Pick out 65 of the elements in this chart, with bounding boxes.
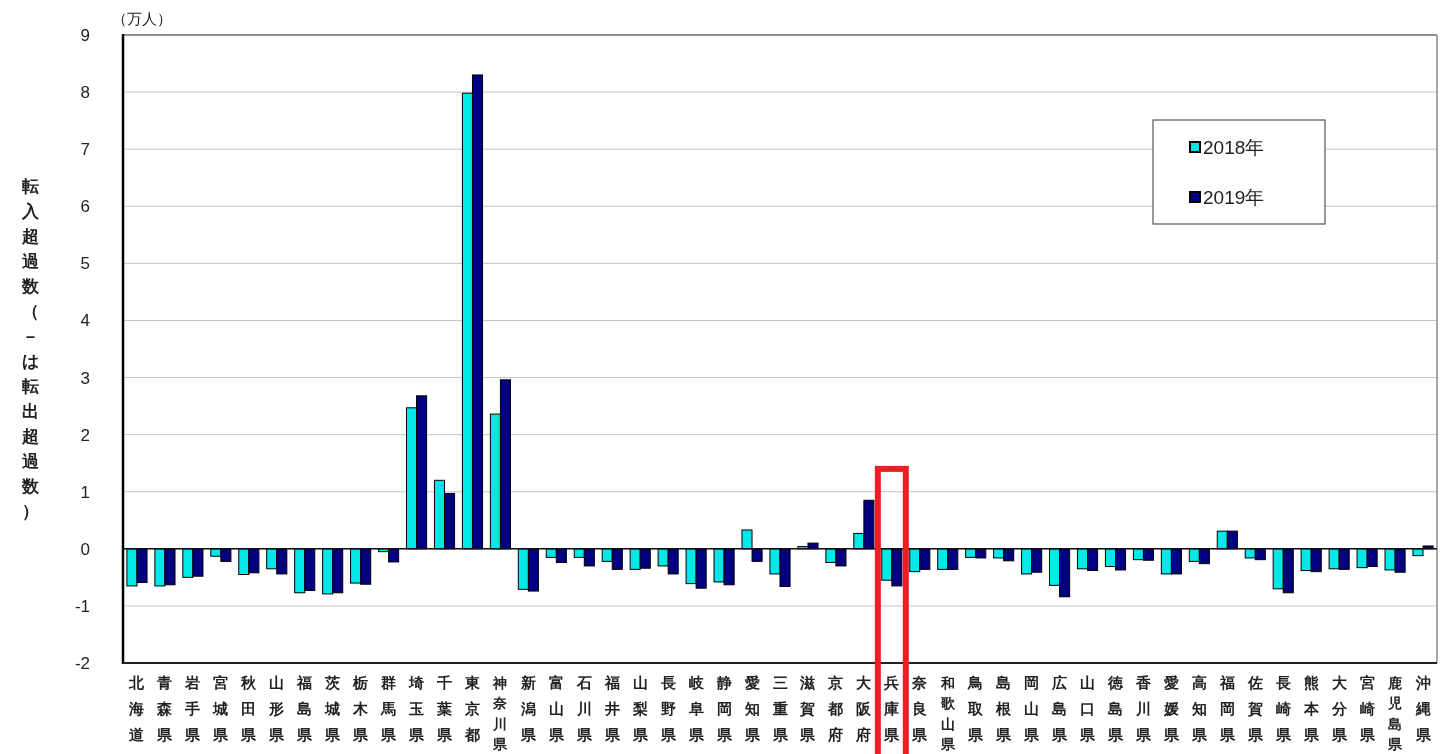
x-tick-label: 和歌山県 bbox=[939, 675, 956, 752]
x-tick-label: 鳥取県 bbox=[967, 674, 985, 743]
x-tick-label: 長野県 bbox=[659, 674, 677, 743]
x-tick-label: 宮城県 bbox=[212, 674, 230, 743]
x-tick-label: 鹿児島県 bbox=[1387, 675, 1404, 752]
x-tick-label: 愛媛県 bbox=[1162, 674, 1180, 743]
x-tick-label: 徳島県 bbox=[1106, 674, 1124, 743]
bar bbox=[741, 529, 753, 550]
y-tick-label: 1 bbox=[80, 482, 90, 502]
y-tick-label: 5 bbox=[80, 254, 90, 274]
x-tick-label: 東京都 bbox=[463, 674, 481, 743]
x-tick-label: 秋田県 bbox=[240, 674, 258, 743]
y-tick-label: 9 bbox=[80, 26, 90, 45]
x-tick-label: 静岡県 bbox=[715, 674, 733, 743]
x-tick-label: 富山県 bbox=[547, 674, 565, 743]
x-tick-label: 青森県 bbox=[156, 674, 174, 743]
x-tick-label: 兵庫県 bbox=[883, 674, 901, 743]
x-tick-label: 山口県 bbox=[1079, 674, 1097, 743]
y-tick-label: 3 bbox=[80, 368, 90, 388]
y-tick-label: 0 bbox=[80, 539, 90, 559]
x-tick-label: 奈良県 bbox=[911, 674, 929, 743]
x-tick-label: 福井県 bbox=[603, 674, 621, 743]
x-tick-label: 佐賀県 bbox=[1246, 674, 1264, 743]
y-tick-label: -2 bbox=[74, 654, 90, 673]
x-tick-label: 京都府 bbox=[827, 674, 844, 743]
x-tick-label: 福島県 bbox=[296, 674, 314, 743]
x-tick-label: 大阪府 bbox=[855, 674, 873, 743]
x-tick-label: 熊本県 bbox=[1302, 674, 1320, 743]
x-tick-label: 香川県 bbox=[1134, 674, 1152, 743]
y-tick-label: 7 bbox=[80, 140, 90, 160]
y-tick-label: -1 bbox=[74, 596, 90, 616]
x-tick-label: 岩手県 bbox=[184, 674, 202, 743]
x-tick-label: 三重県 bbox=[771, 674, 789, 743]
legend-label: 2019年 bbox=[1203, 187, 1265, 208]
bar bbox=[751, 548, 763, 562]
text: 転入超過数（－は転出超過数） bbox=[21, 176, 39, 521]
x-tick-label: 神奈川県 bbox=[492, 675, 509, 752]
x-tick-label: 滋賀県 bbox=[799, 674, 817, 743]
x-tick-label: 愛知県 bbox=[743, 674, 761, 743]
legend-label: 2018年 bbox=[1203, 137, 1265, 158]
x-tick-label: 群馬県 bbox=[380, 674, 398, 743]
y-tick-label: 2 bbox=[80, 425, 90, 445]
x-tick-label: 北海道 bbox=[128, 674, 146, 743]
x-tick-label: 埼玉県 bbox=[408, 674, 426, 743]
x-tick-label: 福岡県 bbox=[1218, 674, 1236, 743]
x-tick-label: 栃木県 bbox=[352, 674, 370, 743]
x-tick-label: 岡山県 bbox=[1023, 674, 1041, 743]
x-tick-label: 宮崎県 bbox=[1358, 674, 1376, 743]
x-tick-label: 岐阜県 bbox=[687, 674, 705, 743]
x-tick-label: 長崎県 bbox=[1274, 674, 1292, 743]
x-tick-label: 沖縄県 bbox=[1414, 674, 1432, 743]
text: （万人） bbox=[112, 10, 172, 27]
x-tick-label: 広島県 bbox=[1051, 674, 1069, 743]
x-tick-label: 千葉県 bbox=[436, 674, 454, 743]
x-tick-label: 大分県 bbox=[1330, 674, 1348, 743]
y-tick-label: 4 bbox=[80, 311, 90, 331]
x-tick-label: 石川県 bbox=[575, 674, 593, 743]
y-tick-label: 8 bbox=[80, 83, 90, 103]
x-tick-label: 高知県 bbox=[1190, 674, 1208, 743]
x-tick-label: 茨城県 bbox=[324, 674, 342, 743]
x-tick-label: 山梨県 bbox=[631, 674, 649, 743]
x-tick-label: 島根県 bbox=[995, 674, 1013, 743]
y-tick-label: 6 bbox=[80, 197, 90, 217]
x-tick-label: 新潟県 bbox=[519, 674, 537, 743]
x-tick-label: 山形県 bbox=[268, 674, 286, 743]
